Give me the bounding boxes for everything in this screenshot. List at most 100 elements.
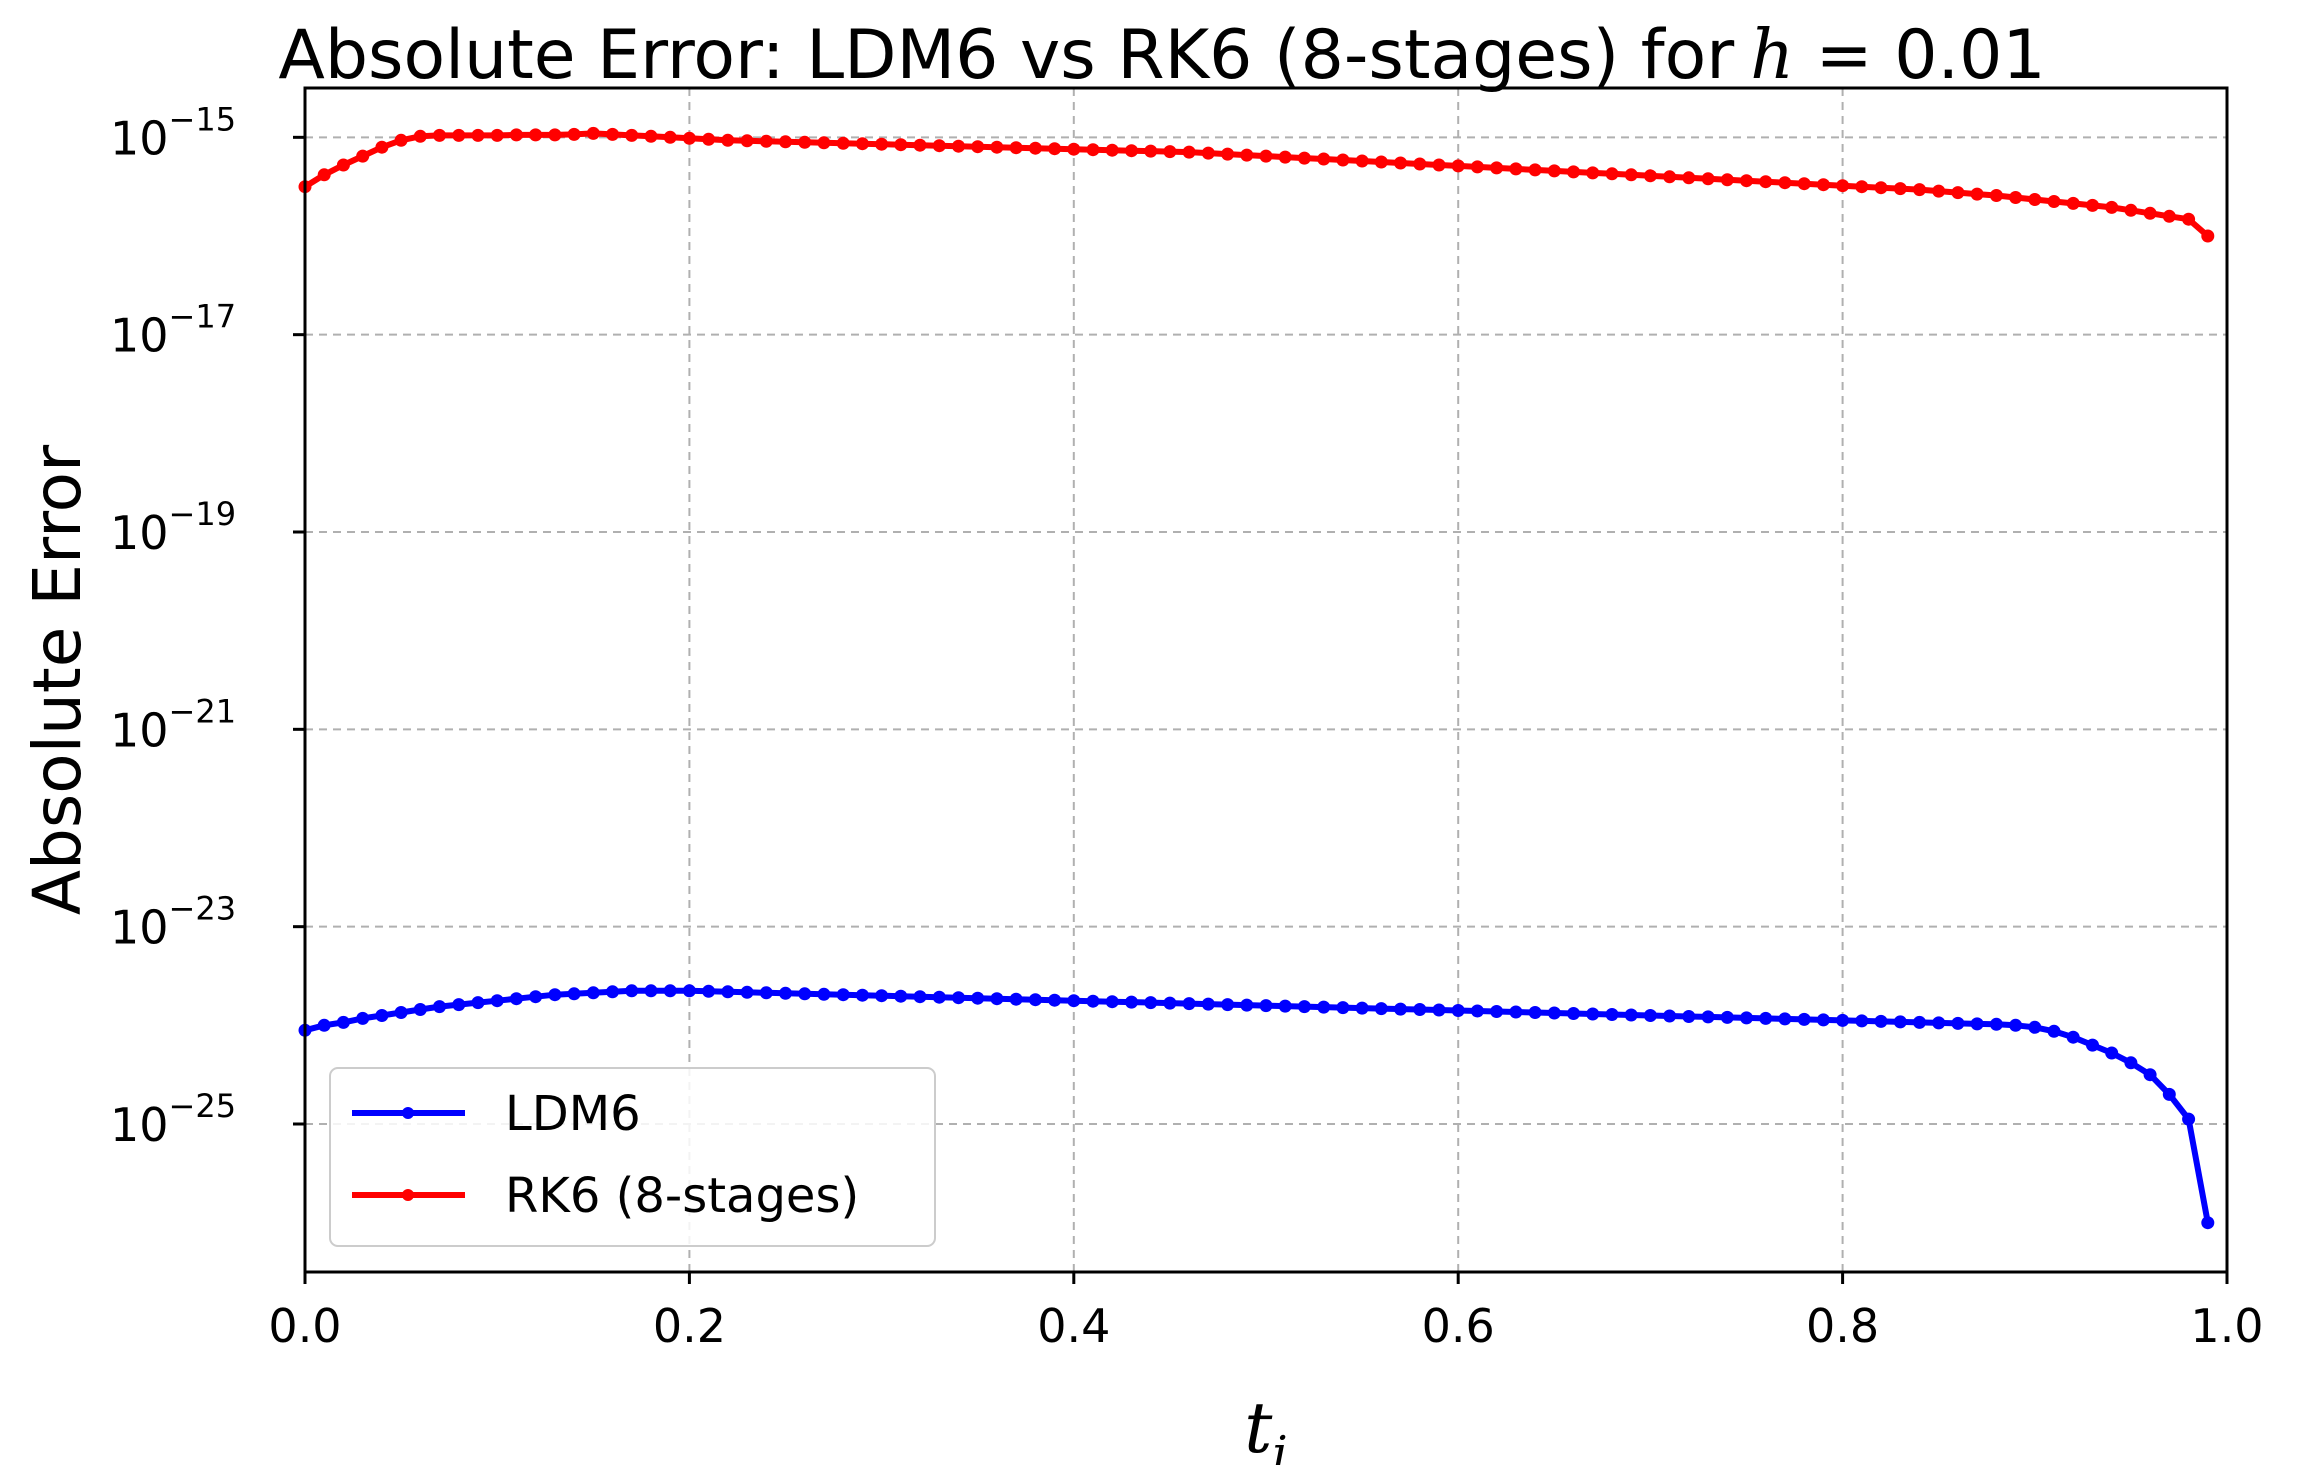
data-point-rk6-8-stages-8 (452, 128, 466, 142)
data-point-rk6-8-stages-45 (1163, 145, 1177, 159)
data-point-rk6-8-stages-38 (1028, 141, 1042, 155)
series-line-ldm6 (304, 987, 2211, 1224)
legend-marker-ldm6 (402, 1107, 414, 1119)
data-point-rk6-8-stages-24 (759, 134, 773, 148)
data-point-ldm6-55 (1355, 1001, 1369, 1015)
data-point-ldm6-38 (1028, 993, 1042, 1007)
data-point-ldm6-47 (1201, 997, 1215, 1011)
data-point-rk6-8-stages-35 (971, 140, 985, 154)
data-point-ldm6-22 (721, 985, 735, 999)
data-point-rk6-8-stages-84 (1913, 183, 1926, 197)
data-point-rk6-8-stages-68 (1605, 167, 1619, 181)
data-point-rk6-8-stages-1 (317, 168, 331, 182)
data-point-ldm6-20 (682, 984, 696, 998)
data-point-ldm6-53 (1317, 1000, 1331, 1014)
data-point-rk6-8-stages-6 (413, 129, 427, 143)
legend-label-rk6: RK6 (8-stages) (505, 1168, 859, 1224)
data-point-ldm6-63 (1509, 1005, 1523, 1019)
data-point-ldm6-61 (1470, 1004, 1484, 1018)
data-point-rk6-8-stages-42 (1105, 143, 1119, 157)
data-point-ldm6-94 (2105, 1046, 2119, 1060)
data-point-ldm6-92 (2066, 1030, 2080, 1044)
data-point-ldm6-59 (1432, 1003, 1446, 1017)
data-point-ldm6-91 (2047, 1024, 2061, 1038)
data-point-ldm6-13 (548, 988, 562, 1002)
data-point-ldm6-83 (1893, 1015, 1907, 1029)
data-point-rk6-8-stages-98 (2182, 212, 2196, 226)
data-point-ldm6-80 (1836, 1013, 1850, 1027)
data-point-rk6-8-stages-67 (1586, 166, 1600, 180)
data-point-rk6-8-stages-55 (1355, 154, 1369, 168)
data-point-rk6-8-stages-63 (1509, 162, 1523, 176)
data-point-ldm6-39 (1048, 993, 1062, 1007)
data-point-rk6-8-stages-85 (1932, 184, 1946, 198)
data-point-ldm6-41 (1086, 994, 1100, 1008)
y-tick-label-4: 10−23 (110, 890, 236, 955)
data-point-ldm6-4 (375, 1009, 389, 1022)
data-point-rk6-8-stages-92 (2066, 196, 2080, 210)
data-point-rk6-8-stages-58 (1413, 157, 1427, 171)
data-point-rk6-8-stages-76 (1759, 175, 1773, 189)
data-point-ldm6-50 (1259, 999, 1273, 1013)
data-point-rk6-8-stages-15 (586, 126, 600, 140)
data-point-ldm6-36 (990, 992, 1004, 1006)
data-point-ldm6-54 (1336, 1001, 1350, 1015)
data-point-rk6-8-stages-18 (644, 129, 658, 143)
data-point-ldm6-75 (1740, 1011, 1753, 1025)
data-point-rk6-8-stages-69 (1624, 168, 1638, 182)
data-point-rk6-8-stages-11 (509, 128, 523, 142)
data-point-rk6-8-stages-20 (682, 131, 696, 145)
data-point-rk6-8-stages-37 (1009, 141, 1023, 155)
data-point-ldm6-51 (1278, 999, 1292, 1013)
y-tick-label-3: 10−21 (110, 692, 236, 757)
data-point-ldm6-26 (798, 987, 812, 1001)
chart-title-math-rest: = 0.01 (1794, 16, 2046, 95)
y-tick-label-1: 10−17 (110, 298, 236, 363)
data-point-ldm6-77 (1778, 1012, 1792, 1026)
data-point-rk6-8-stages-4 (375, 140, 389, 154)
data-point-ldm6-31 (894, 989, 908, 1003)
data-point-rk6-8-stages-91 (2047, 195, 2061, 208)
data-point-ldm6-8 (452, 998, 466, 1012)
data-point-rk6-8-stages-25 (779, 135, 792, 149)
data-point-ldm6-11 (509, 992, 523, 1006)
data-point-rk6-8-stages-21 (702, 132, 716, 146)
data-point-ldm6-6 (413, 1003, 427, 1016)
data-point-ldm6-19 (663, 984, 677, 998)
data-point-rk6-8-stages-14 (567, 127, 581, 141)
data-point-ldm6-46 (1182, 997, 1196, 1011)
data-point-rk6-8-stages-86 (1951, 186, 1965, 200)
axis-ticks: 0.0 0.2 0.4 0.6 0.8 1.0 10−15 10−17 10−19 10−21 10… (110, 100, 2264, 1353)
data-series (298, 126, 2215, 1230)
data-point-rk6-8-stages-48 (1221, 147, 1235, 161)
x-tick-label-4: 0.8 (1806, 1299, 1879, 1353)
data-point-ldm6-48 (1221, 998, 1235, 1012)
data-point-rk6-8-stages-73 (1701, 172, 1715, 186)
data-point-ldm6-49 (1240, 998, 1254, 1012)
data-point-ldm6-78 (1797, 1012, 1811, 1026)
y-tick-label-0: 10−15 (110, 100, 236, 165)
data-point-rk6-8-stages-22 (721, 133, 735, 147)
data-point-rk6-8-stages-80 (1836, 179, 1850, 193)
data-point-rk6-8-stages-71 (1663, 170, 1677, 184)
data-point-ldm6-44 (1144, 996, 1158, 1010)
data-point-ldm6-52 (1297, 1000, 1311, 1014)
data-point-rk6-8-stages-17 (625, 128, 639, 142)
data-point-ldm6-23 (740, 985, 754, 999)
data-point-rk6-8-stages-72 (1682, 171, 1696, 185)
data-point-ldm6-73 (1701, 1010, 1715, 1024)
chart-title: Absolute Error: LDM6 vs RK6 (8-stages) f… (278, 16, 2045, 95)
data-point-ldm6-86 (1951, 1016, 1965, 1030)
data-point-rk6-8-stages-56 (1374, 155, 1388, 169)
data-point-rk6-8-stages-46 (1182, 145, 1196, 159)
data-point-rk6-8-stages-57 (1394, 156, 1407, 170)
data-point-rk6-8-stages-31 (894, 138, 908, 152)
data-point-ldm6-7 (433, 1000, 446, 1014)
data-point-rk6-8-stages-2 (336, 158, 350, 172)
data-point-rk6-8-stages-59 (1432, 158, 1446, 172)
data-point-ldm6-69 (1624, 1008, 1638, 1022)
x-tick-label-5: 1.0 (2190, 1299, 2263, 1353)
data-point-rk6-8-stages-54 (1336, 153, 1350, 167)
x-axis-label: ti (1244, 1387, 1288, 1465)
data-point-rk6-8-stages-96 (2143, 206, 2157, 220)
